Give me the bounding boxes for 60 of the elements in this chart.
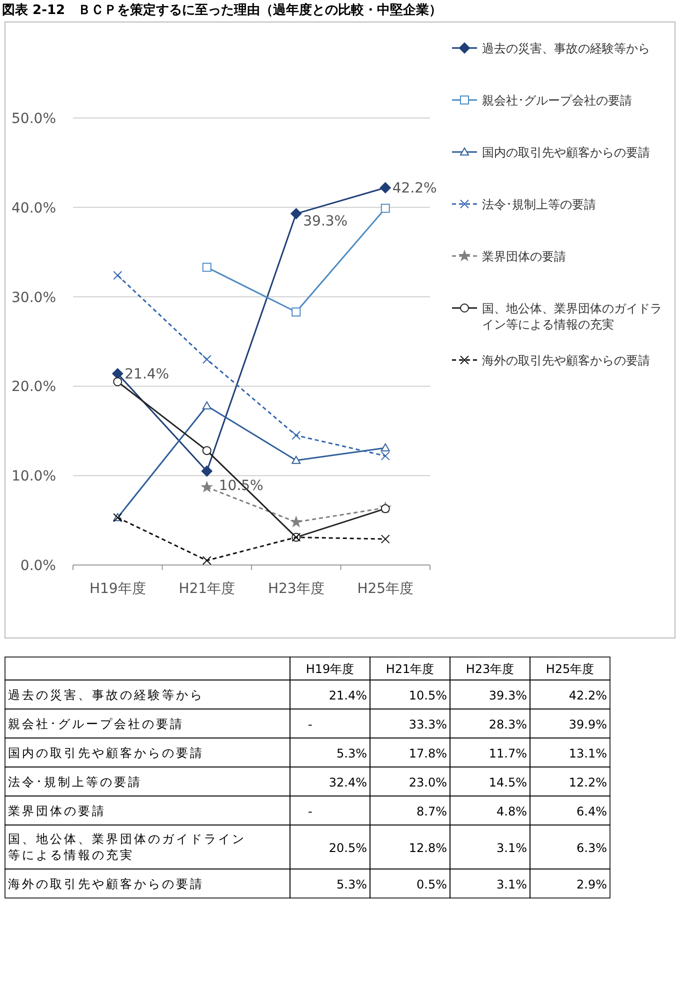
text: 3.1% (496, 841, 527, 855)
legend-label: 海外の取引先や顧客からの要請 (482, 354, 650, 368)
text: 11.7% (488, 746, 527, 760)
annotation: 39.3% (303, 214, 348, 230)
text: 3.1% (496, 878, 527, 892)
text: 10.5% (408, 688, 447, 702)
text: 20.5% (328, 841, 367, 855)
text: 13.1% (568, 746, 607, 760)
y-tick-label: 10.0% (12, 468, 56, 485)
text: 39.9% (568, 718, 607, 732)
text: 国内の取引先や顧客からの要請 (8, 746, 204, 760)
text: 17.8% (408, 746, 447, 760)
annotation: 42.2% (392, 180, 437, 197)
text: 0.5% (416, 878, 447, 892)
category-label: H19年度 (306, 662, 354, 676)
legend-label: 国内の取引先や顧客からの要請 (482, 146, 650, 160)
category-label: H25年度 (546, 662, 594, 676)
text: 21.4% (328, 688, 367, 702)
text: 28.3% (488, 718, 527, 732)
category-label: H21年度 (386, 662, 434, 676)
text: 14.5% (488, 776, 527, 790)
text: 39.3% (488, 688, 527, 702)
text: 親会社･グループ会社の要請 (8, 717, 184, 731)
text: 23.0% (408, 776, 447, 790)
text: - (308, 718, 312, 732)
x-tick-label: H19年度 (89, 581, 146, 597)
text: 12.8% (408, 841, 447, 855)
text: 8.7% (416, 804, 447, 818)
x-tick-label: H23年度 (268, 581, 324, 597)
text: 5.3% (336, 746, 367, 760)
text: 5.3% (336, 878, 367, 892)
chart-title: 図表 2-12 ＢＣＰを策定するに至った理由（過年度との比較・中堅企業） (2, 2, 442, 18)
category-label: H23年度 (466, 662, 514, 676)
legend-label: 親会社･グループ会社の要請 (482, 94, 632, 108)
text: 6.4% (576, 804, 607, 818)
text: - (308, 804, 312, 818)
legend-label: 法令･規制上等の要請 (482, 198, 596, 212)
text: 海外の取引先や顧客からの要請 (8, 877, 204, 891)
text: 過去の災害、事故の経験等から (8, 688, 204, 702)
text: 2.9% (576, 878, 607, 892)
y-tick-label: 40.0% (12, 200, 56, 216)
text: 6.3% (576, 841, 607, 855)
x-tick-label: H25年度 (357, 581, 414, 597)
text: 国、地公体、業界団体のガイドライン等による情報の充実 (8, 832, 246, 862)
y-tick-label: 30.0% (12, 290, 56, 306)
text: 法令･規制上等の要請 (8, 775, 142, 789)
annotation: 21.4% (124, 366, 170, 383)
text: 12.2% (568, 776, 607, 790)
text: 4.8% (496, 804, 527, 818)
y-tick-label: 20.0% (12, 379, 56, 396)
text: 42.2% (568, 688, 607, 702)
text: 33.3% (408, 718, 447, 732)
text: 32.4% (328, 776, 367, 790)
legend-label: 過去の災害、事故の経験等から (482, 42, 650, 56)
y-tick-label: 50.0% (12, 111, 56, 127)
text: 業界団体の要請 (8, 804, 106, 818)
legend-label: 国、地公体、業界団体のガイドライン等による情報の充実 (482, 302, 662, 332)
y-tick-label: 0.0% (20, 558, 56, 574)
legend-label: 業界団体の要請 (482, 250, 566, 264)
x-tick-label: H21年度 (178, 581, 236, 597)
